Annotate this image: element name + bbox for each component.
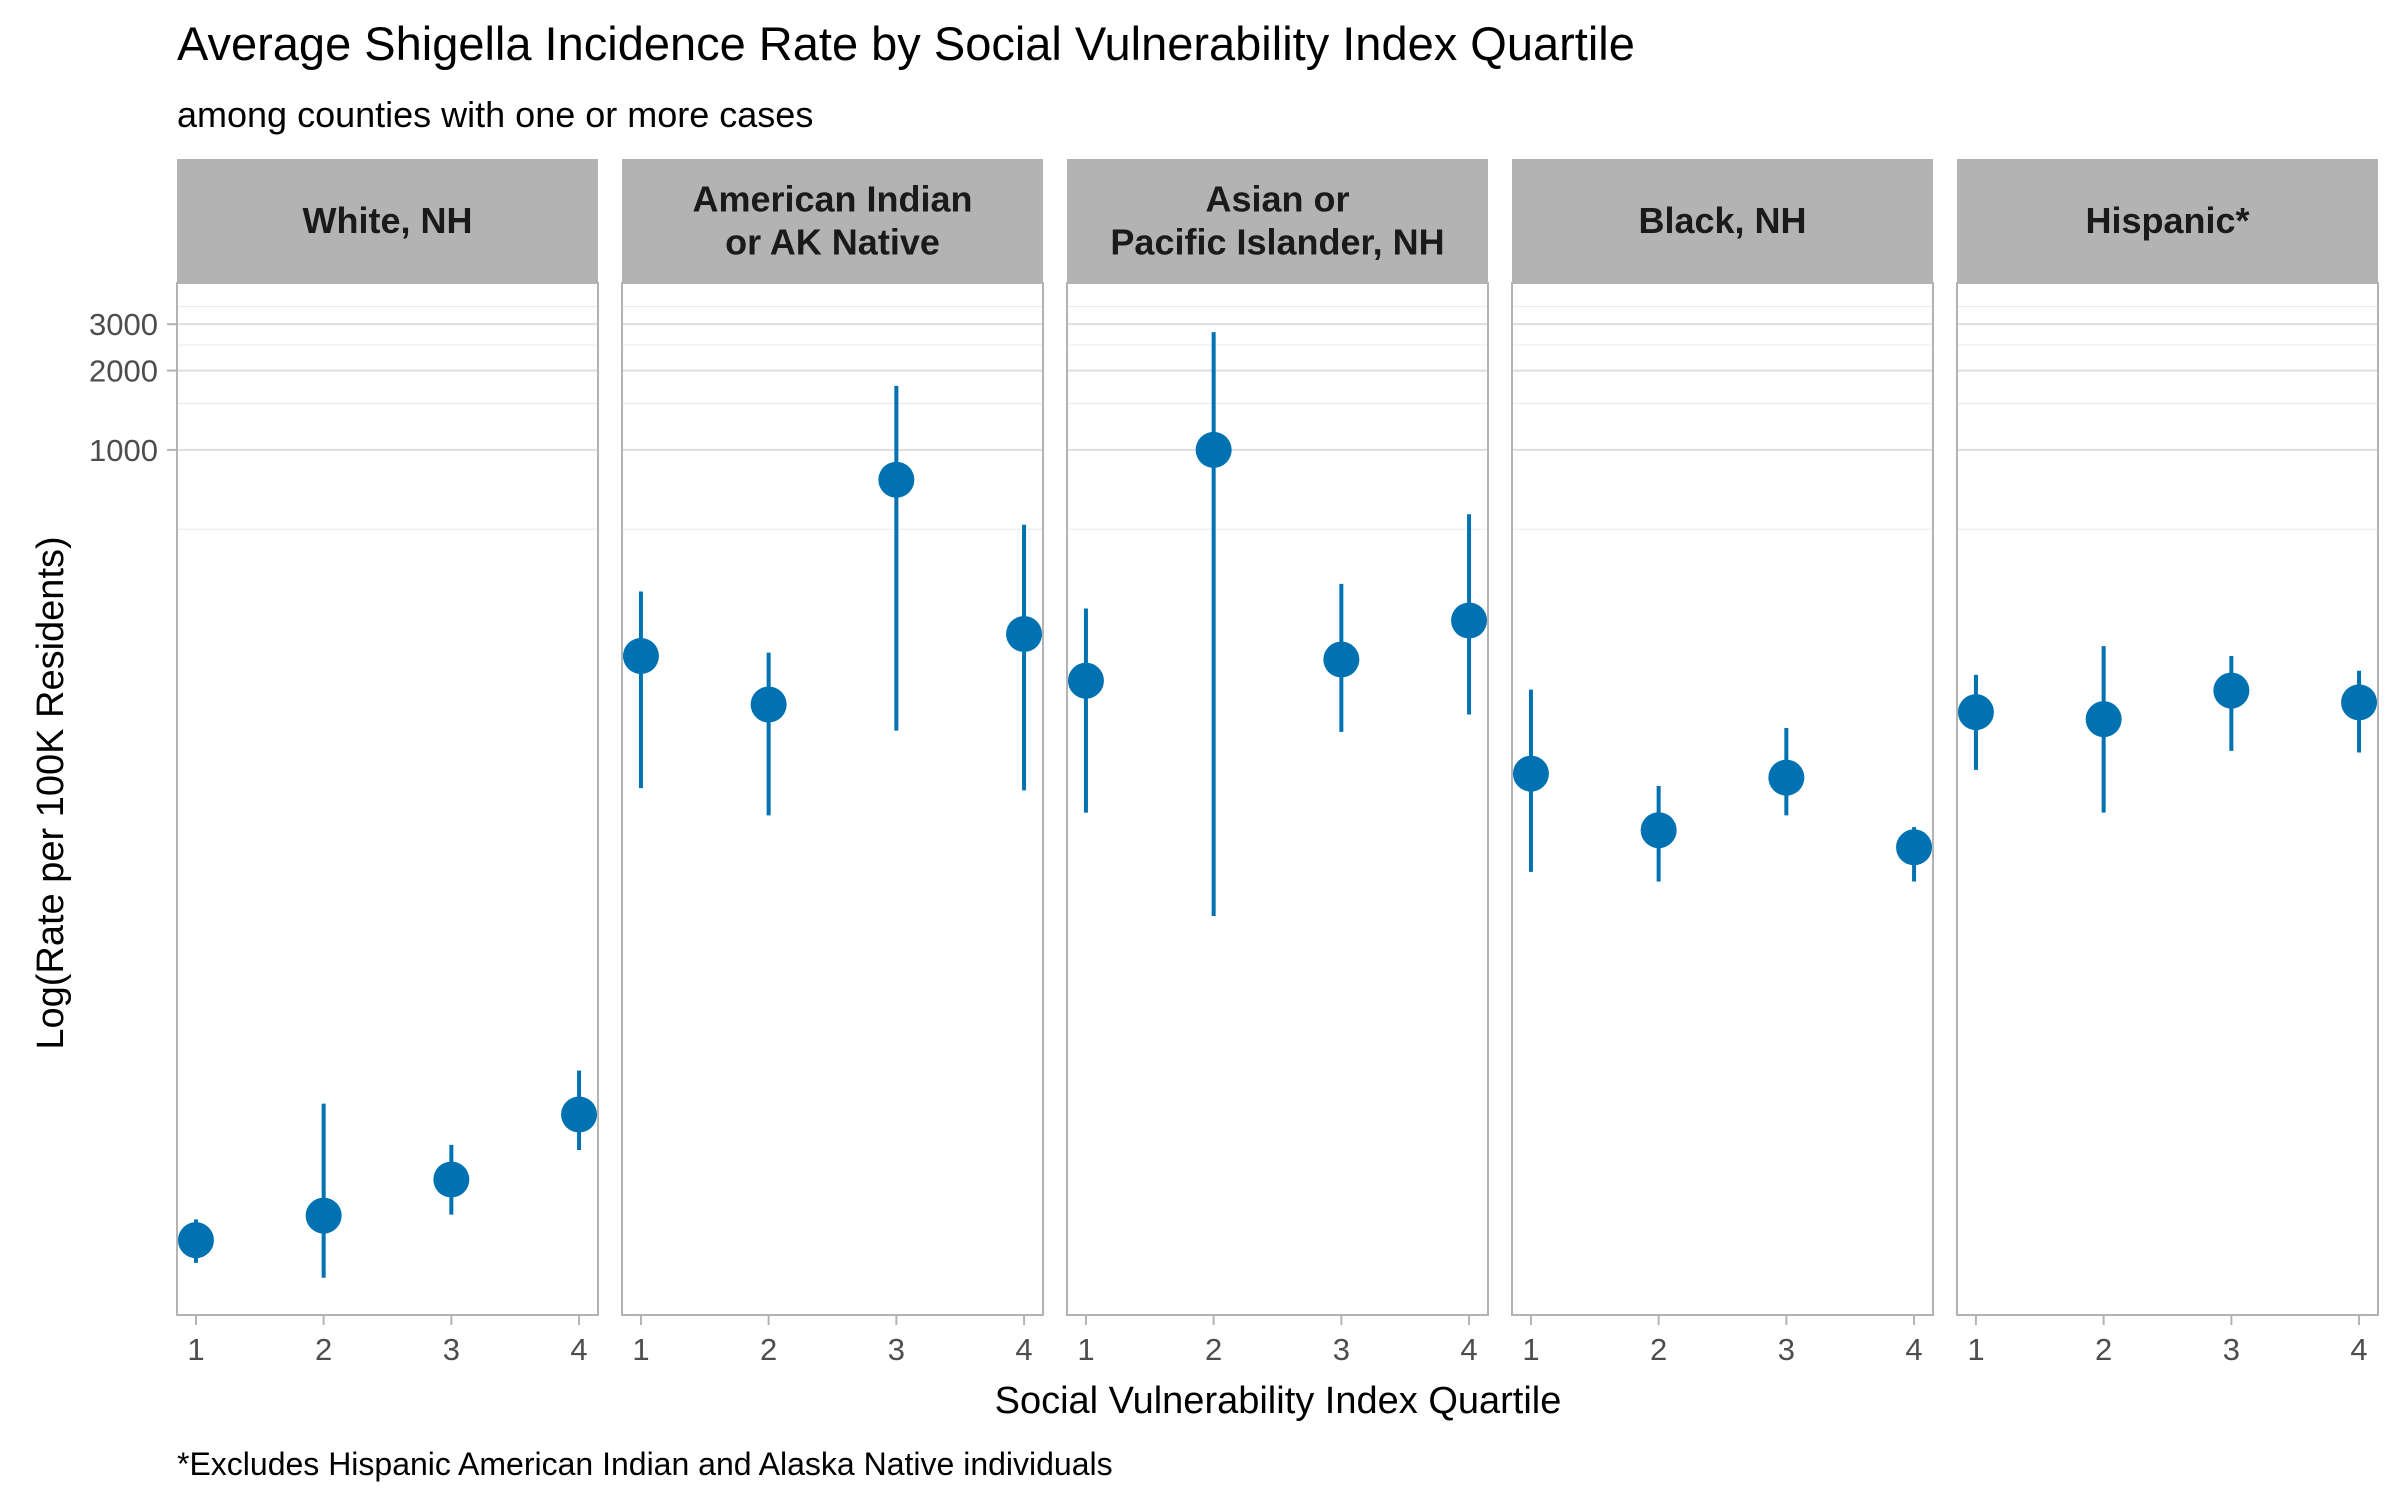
data-point — [1006, 616, 1043, 653]
y-axis: 1000 2000 3000 — [89, 307, 177, 468]
y-tick-label: 2000 — [89, 354, 158, 389]
data-point — [2341, 684, 2378, 721]
x-tick-label: 2 — [315, 1332, 332, 1367]
x-axis-title: Social Vulnerability Index Quartile — [995, 1380, 1562, 1422]
x-tick-label: 3 — [2223, 1332, 2240, 1367]
panel-border — [621, 282, 1044, 1316]
data-point — [622, 638, 659, 675]
facet-strip — [622, 159, 1043, 283]
panel-border — [1956, 282, 2379, 1316]
data-point — [1451, 602, 1488, 639]
y-tick-label: 1000 — [89, 433, 158, 468]
panel-border — [1066, 282, 1489, 1316]
y-axis-title: Log(Rate per 100K Residents) — [30, 536, 72, 1049]
facet-strip — [1067, 159, 1488, 283]
x-tick-label: 1 — [632, 1332, 649, 1367]
facet-strip-label: Hispanic* — [2085, 200, 2249, 241]
data-point — [1067, 662, 1104, 699]
data-point — [750, 686, 787, 723]
facet-panel: Hispanic* 1 2 3 4 — [1956, 159, 2379, 1367]
y-tick-label: 3000 — [89, 307, 158, 342]
facet-strip — [177, 159, 598, 283]
x-tick-label: 1 — [1077, 1332, 1094, 1367]
facet-strip-label: American Indian or AK Native — [692, 179, 972, 263]
facet-strip-label: Asian or Pacific Islander, NH — [1110, 179, 1444, 263]
x-tick-label: 3 — [1778, 1332, 1795, 1367]
data-point — [433, 1161, 470, 1198]
x-tick-label: 3 — [888, 1332, 905, 1367]
x-tick-label: 4 — [1460, 1332, 1477, 1367]
x-tick-label: 4 — [2350, 1332, 2367, 1367]
x-tick-label: 1 — [1967, 1332, 1984, 1367]
facet-panel: White, NH 1 2 3 4 — [176, 159, 599, 1367]
chart-subtitle: among counties with one or more cases — [177, 94, 813, 135]
x-tick-label: 4 — [570, 1332, 587, 1367]
data-point — [1896, 829, 1933, 866]
data-point — [305, 1197, 342, 1234]
panel-border — [1511, 282, 1934, 1316]
x-tick-label: 4 — [1905, 1332, 1922, 1367]
facet-strip — [1957, 159, 2378, 283]
x-tick-label: 1 — [187, 1332, 204, 1367]
data-point — [1957, 694, 1994, 731]
facet-panel: Black, NH 1 2 3 4 — [1511, 159, 1934, 1367]
facet-strip-label: White, NH — [303, 200, 473, 241]
data-point — [561, 1096, 598, 1133]
facet-strip — [1512, 159, 1933, 283]
x-tick-label: 2 — [760, 1332, 777, 1367]
x-tick-label: 3 — [1333, 1332, 1350, 1367]
chart-caption: *Excludes Hispanic American Indian and A… — [177, 1446, 1113, 1482]
x-tick-label: 1 — [1522, 1332, 1539, 1367]
data-point — [177, 1222, 214, 1259]
x-tick-label: 4 — [1015, 1332, 1032, 1367]
data-point — [1195, 431, 1232, 468]
x-tick-label: 2 — [2095, 1332, 2112, 1367]
data-point — [1323, 641, 1360, 678]
data-point — [1640, 812, 1677, 849]
data-point — [2213, 672, 2250, 709]
x-tick-label: 3 — [443, 1332, 460, 1367]
data-point — [1768, 759, 1805, 796]
chart-title: Average Shigella Incidence Rate by Socia… — [177, 17, 1635, 70]
x-tick-label: 2 — [1650, 1332, 1667, 1367]
data-point — [878, 461, 915, 498]
x-tick-label: 2 — [1205, 1332, 1222, 1367]
facet-panel: Asian or Pacific Islander, NH 1 2 3 4 — [1066, 159, 1489, 1367]
facet-strip-label: Black, NH — [1638, 200, 1806, 241]
panel-border — [176, 282, 599, 1316]
data-point — [1512, 755, 1549, 792]
data-point — [2085, 701, 2122, 738]
facet-panel: American Indian or AK Native 1 2 3 4 — [621, 159, 1044, 1367]
